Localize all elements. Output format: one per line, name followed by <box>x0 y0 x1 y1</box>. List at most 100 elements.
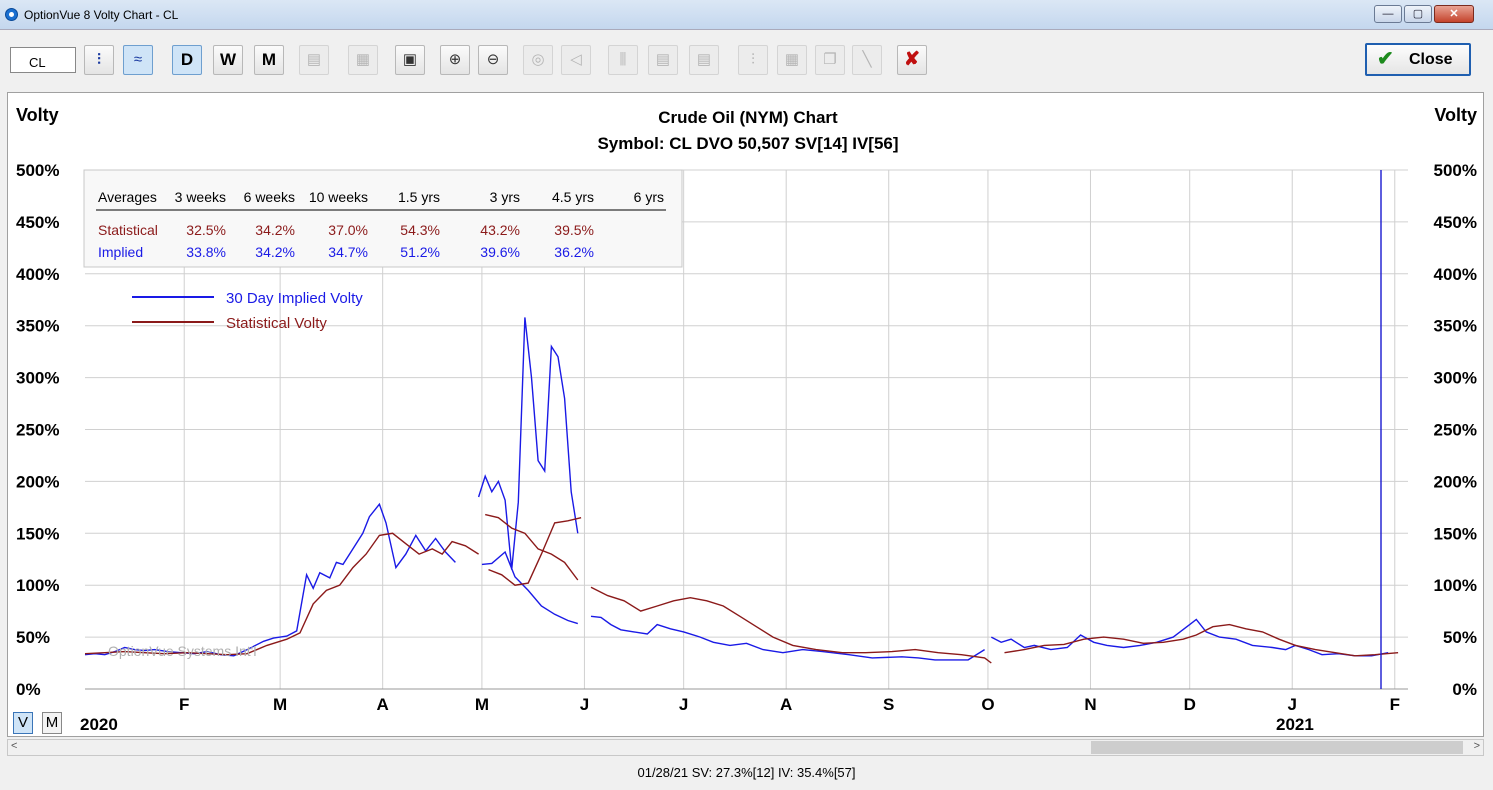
avg-cell-header: 10 weeks <box>309 189 368 205</box>
target-icon[interactable]: ◎ <box>523 45 553 75</box>
x-tick-label: J <box>679 695 688 714</box>
copy-icon[interactable]: ❐ <box>815 45 845 75</box>
table-icon[interactable]: ▤ <box>689 45 719 75</box>
x-tick-label: F <box>1390 695 1400 714</box>
avg-cell-statistical: 43.2% <box>480 222 520 238</box>
avg-cell-statistical: 37.0% <box>328 222 368 238</box>
maximize-icon[interactable]: ▢ <box>1404 5 1432 23</box>
y-tick-label-left: 500% <box>16 161 59 180</box>
volatility-chart-icon[interactable]: ≈ <box>123 45 153 75</box>
y-tick-label-left: 200% <box>16 472 59 491</box>
chart-legend: 30 Day Implied Volty Statistical Volty <box>132 290 363 332</box>
daily-button[interactable]: D <box>172 45 202 75</box>
scrollbar-thumb[interactable] <box>1091 741 1463 754</box>
x-tick-label: N <box>1084 695 1096 714</box>
close-window-icon[interactable]: ✕ <box>1434 5 1474 23</box>
y-tick-label-right: 200% <box>1434 472 1477 491</box>
series-line-30-day-implied-volty <box>481 550 579 625</box>
series-line-statistical-volty <box>488 517 582 586</box>
y-tick-label-left: 150% <box>16 524 59 543</box>
y-tick-label-left: 0% <box>16 680 41 699</box>
series-line-statistical-volty <box>590 586 992 664</box>
export-icon[interactable]: ▣ <box>395 45 425 75</box>
y-tick-label-right: 250% <box>1434 421 1477 440</box>
x-tick-label: M <box>475 695 489 714</box>
series-line-statistical-volty <box>1004 623 1399 657</box>
chart-subtitle: Symbol: CL DVO 50,507 SV[14] IV[56] <box>597 134 898 153</box>
monthly-button[interactable]: M <box>254 45 284 75</box>
chart-area[interactable]: 0% 50% 100% 150% 200% 250% 300% 350% 400% 450% 500… <box>7 92 1484 737</box>
series-line-30-day-implied-volty <box>84 502 456 657</box>
scroll-right-icon[interactable]: > <box>1473 740 1480 752</box>
title-bar: OptionVue 8 Volty Chart - CL — ▢ ✕ <box>0 0 1493 30</box>
close-button[interactable]: ✔ Close <box>1365 43 1471 76</box>
x-tick-label: O <box>981 695 994 714</box>
y-tick-label-left: 250% <box>16 421 59 440</box>
candles-icon[interactable]: ⫶ <box>738 45 768 75</box>
avg-cell-header: Averages <box>98 189 157 205</box>
y-tick-label-right: 500% <box>1434 161 1477 180</box>
avg-cell-header: 4.5 yrs <box>552 189 594 205</box>
avg-cell-statistical: 34.2% <box>255 222 295 238</box>
right-axis-title: Volty <box>1434 105 1477 125</box>
avg-cell-implied: 34.7% <box>328 244 368 260</box>
app-icon <box>5 8 18 21</box>
x-tick-label: A <box>780 695 792 714</box>
y-tick-label-left: 450% <box>16 213 59 232</box>
delete-icon[interactable]: ✘ <box>897 45 927 75</box>
horizontal-scrollbar[interactable]: < > <box>7 739 1484 756</box>
x-tick-label: M <box>273 695 287 714</box>
avg-cell-implied: Implied <box>98 244 143 260</box>
series-line-30-day-implied-volty <box>990 618 1389 657</box>
avg-cell-statistical: 39.5% <box>554 222 594 238</box>
y-tick-label-right: 100% <box>1434 576 1477 595</box>
print-icon[interactable]: ▦ <box>348 45 378 75</box>
x-tick-label: F <box>179 695 189 714</box>
series-line-30-day-implied-volty <box>477 317 579 570</box>
year-label-2021: 2021 <box>1276 715 1314 734</box>
x-tick-label: S <box>883 695 894 714</box>
weekly-button[interactable]: W <box>213 45 243 75</box>
y-tick-label-left: 50% <box>16 628 50 647</box>
price-chart-icon[interactable]: ⫶ <box>84 45 114 75</box>
y-tick-label-right: 150% <box>1434 524 1477 543</box>
zoom-in-icon[interactable]: ⊕ <box>440 45 470 75</box>
avg-cell-implied: 36.2% <box>554 244 594 260</box>
avg-cell-header: 6 weeks <box>244 189 295 205</box>
status-bar: 01/28/21 SV: 27.3%[12] IV: 35.4%[57] <box>0 758 1493 790</box>
view-volty-button[interactable]: V <box>13 712 33 734</box>
window-title: OptionVue 8 Volty Chart - CL <box>24 8 179 22</box>
year-label-2020: 2020 <box>80 715 118 734</box>
x-tick-label: J <box>1288 695 1297 714</box>
minimize-icon[interactable]: — <box>1374 5 1402 23</box>
bars-icon[interactable]: ⫼ <box>608 45 638 75</box>
checkmark-icon: ✔ <box>1377 48 1394 70</box>
zoom-out-icon[interactable]: ⊖ <box>478 45 508 75</box>
arrow-icon[interactable]: ◁ <box>561 45 591 75</box>
avg-cell-header: 1.5 yrs <box>398 189 440 205</box>
list-icon[interactable]: ▦ <box>777 45 807 75</box>
avg-cell-header: 6 yrs <box>634 189 664 205</box>
x-tick-label: A <box>377 695 389 714</box>
legend-label-statistical: Statistical Volty <box>226 315 327 332</box>
y-tick-label-left: 400% <box>16 265 59 284</box>
legend-label-implied: 30 Day Implied Volty <box>226 290 363 307</box>
volatility-chart[interactable]: 0% 50% 100% 150% 200% 250% 300% 350% 400% 450% 500… <box>8 93 1484 737</box>
avg-cell-header: 3 weeks <box>175 189 226 205</box>
chart-title: Crude Oil (NYM) Chart <box>658 108 838 127</box>
studies-icon[interactable]: ▤ <box>299 45 329 75</box>
y-tick-label-right: 0% <box>1452 680 1477 699</box>
view-m-button[interactable]: M <box>42 712 62 734</box>
x-tick-label: D <box>1184 695 1196 714</box>
avg-cell-header: 3 yrs <box>490 189 520 205</box>
symbol-input[interactable] <box>10 47 76 73</box>
draw-line-icon[interactable]: ╲ <box>852 45 882 75</box>
y-tick-label-right: 400% <box>1434 265 1477 284</box>
y-tick-label-right: 300% <box>1434 369 1477 388</box>
averages-table: Averages 3 weeks 6 weeks 10 weeks 1.5 yrs 3 y… <box>83 169 683 268</box>
scroll-left-icon[interactable]: < <box>11 740 18 752</box>
grid-icon[interactable]: ▤ <box>648 45 678 75</box>
y-tick-label-right: 350% <box>1434 317 1477 336</box>
avg-cell-statistical: 32.5% <box>186 222 226 238</box>
watermark: OptionVue Systems Int'l <box>108 643 256 659</box>
